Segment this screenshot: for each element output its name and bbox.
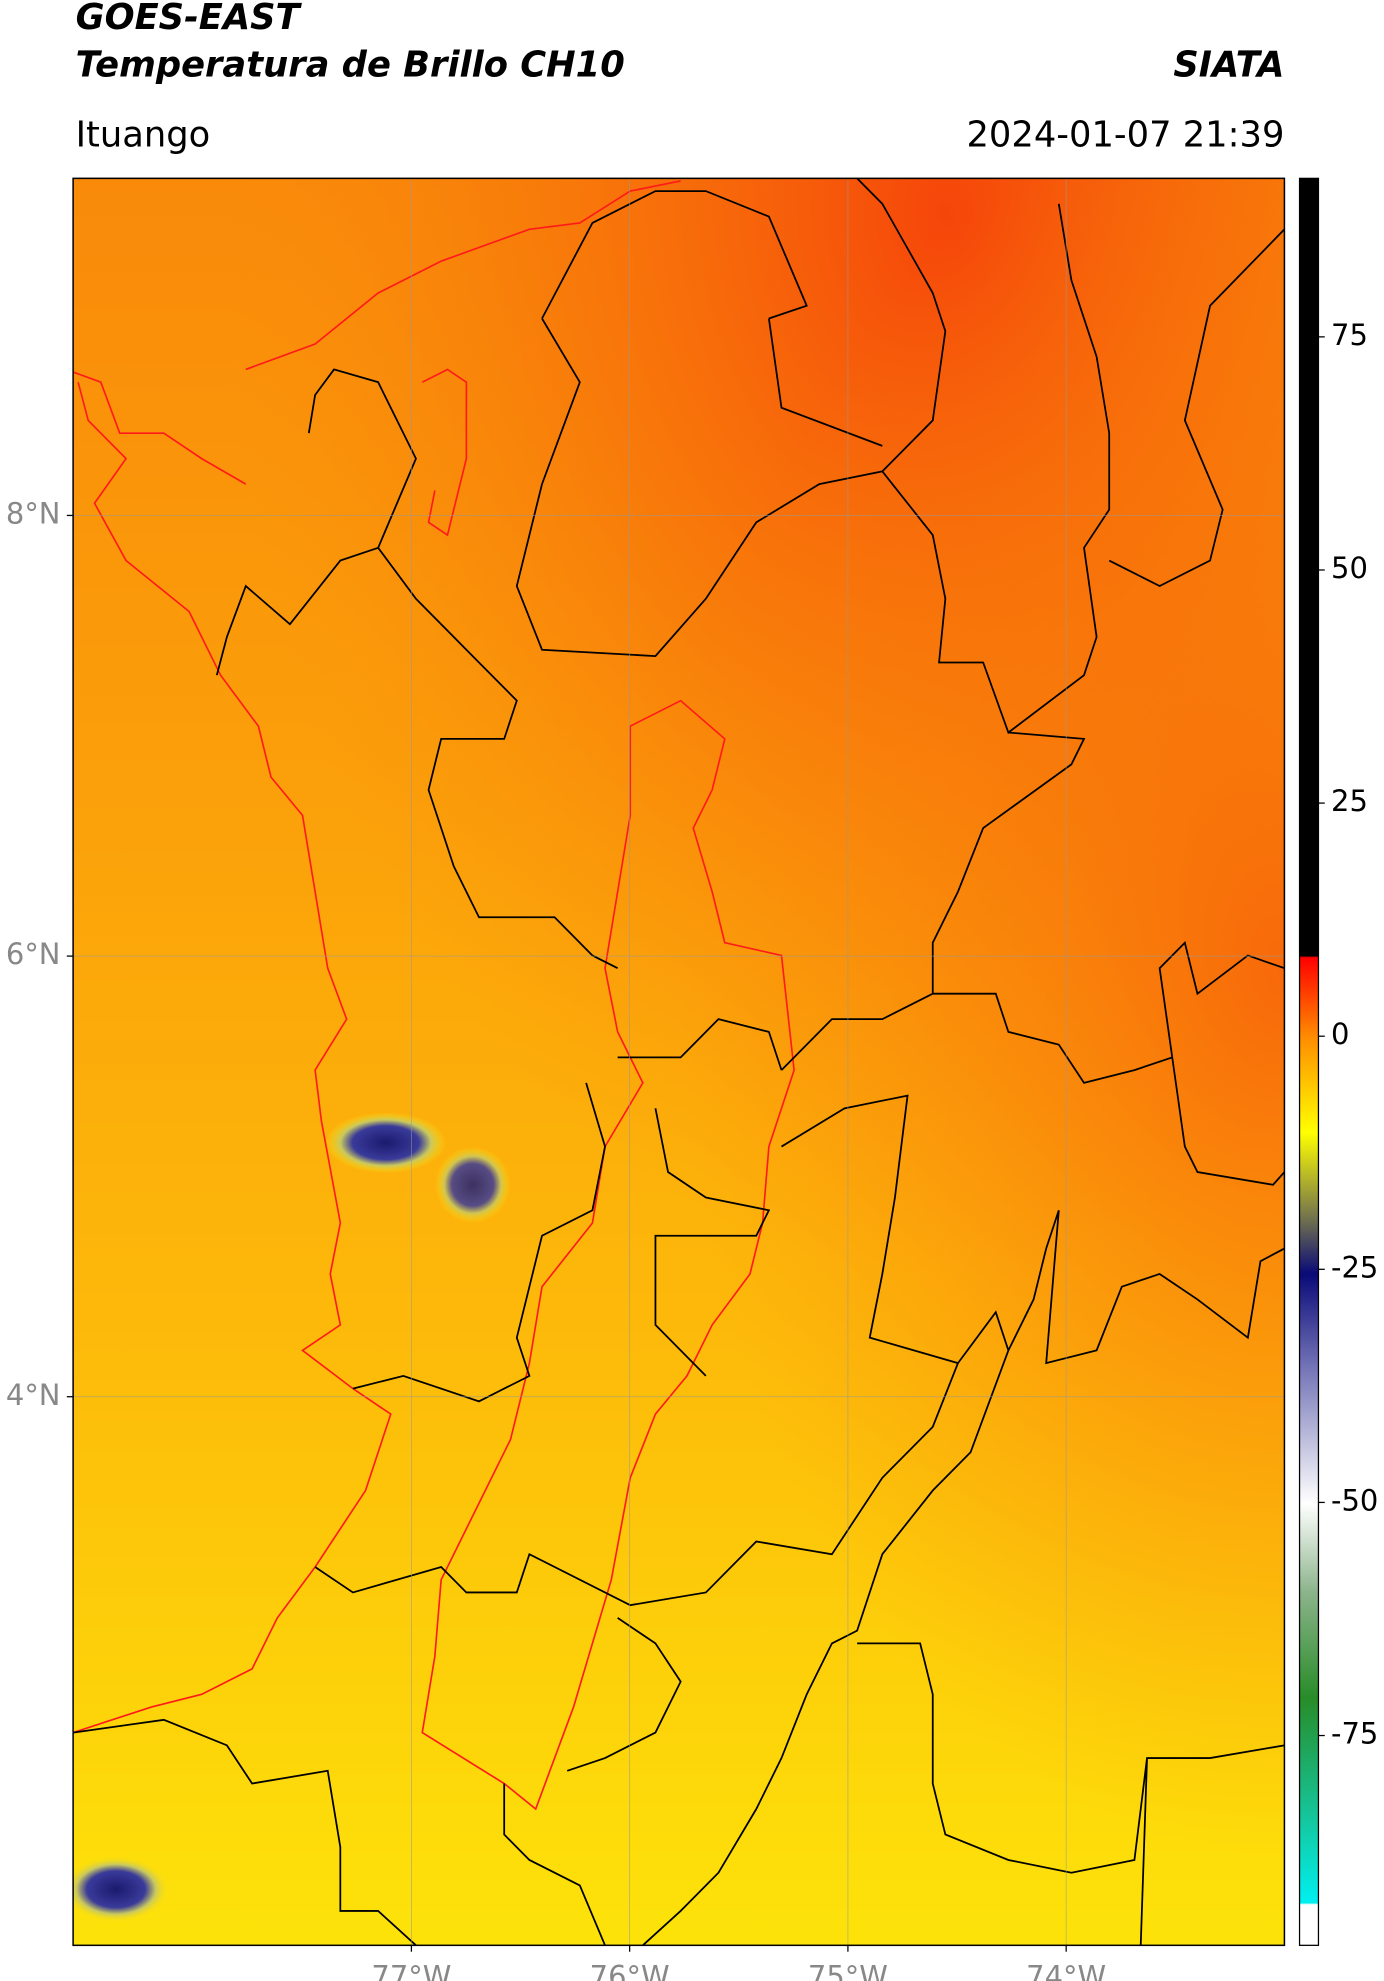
colorbar-tick-label: 0 [1331,1017,1349,1051]
timestamp: 2024-01-07 21:39 [967,114,1285,155]
title: GOES-EAST [76,0,303,38]
colorbar-tick-label: 25 [1331,784,1368,818]
x-tick-label: 74°W [1026,1959,1106,1981]
x-tick-label: 75°W [808,1959,888,1981]
x-tick-label: 77°W [371,1959,451,1981]
map-frame [72,177,1286,1947]
subtitle: Temperatura de Brillo CH10 [76,44,625,85]
brand: SIATA [1173,44,1284,85]
colorbar-tick-label: -25 [1331,1250,1378,1284]
y-tick-label: 8°N [6,496,61,530]
colorbar-tick-label: 75 [1331,318,1368,352]
colorbar-tick-label: -50 [1331,1483,1378,1517]
colorbar-tick-label: -75 [1331,1716,1378,1750]
map-image [73,178,1285,1946]
y-tick-label: 6°N [6,937,61,971]
colorbar-tick-label: 50 [1331,551,1368,585]
y-tick-label: 4°N [6,1378,61,1412]
x-tick-label: 76°W [590,1959,670,1981]
grid [73,178,1285,1946]
colorbar [1298,177,1320,1946]
location: Ituango [76,114,211,155]
